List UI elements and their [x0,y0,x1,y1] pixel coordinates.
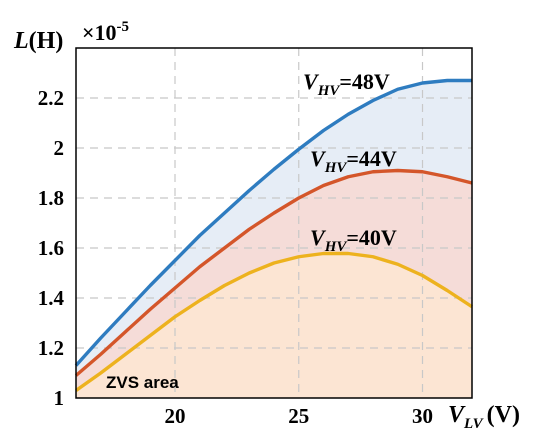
x-tick-label: 20 [165,404,186,428]
series-labels: VHV=48V VHV=44V VHV=40V [303,69,397,255]
plot-frame [75,47,473,399]
y-tick-label: 1.6 [38,236,64,260]
tick-labels: 1 1.2 1.4 1.6 1.8 2 2.2 20 25 30 [38,86,433,428]
x-axis-label: VLV (V) [448,402,520,432]
series-line-2 [74,168,473,377]
y-tick-label: 1.8 [38,186,64,210]
series-lines [74,78,473,392]
y-tick-label: 1 [54,386,65,410]
y-axis-multiplier: ×10-5 [82,19,129,45]
x-tick-label: 25 [288,404,309,428]
y-tick-label: 1.4 [38,286,65,310]
series-line-1 [74,78,472,367]
y-axis-label: L(H) [13,28,63,54]
grid-lines [76,48,472,398]
fill-band-2 [76,170,472,391]
y-tick-label: 2.2 [38,86,64,110]
y-tick-label: 1.2 [38,336,64,360]
x-tick-label: 30 [412,404,433,428]
fill-band-1 [76,80,472,376]
y-tick-label: 2 [54,136,65,160]
series-label-1: VHV=48V [303,69,390,99]
series-label-2: VHV=44V [310,146,397,176]
area-fills [76,80,472,398]
series-label-3: VHV=40V [310,225,397,255]
zvs-area-label: ZVS area [106,373,179,392]
series-line-3 [75,251,473,392]
